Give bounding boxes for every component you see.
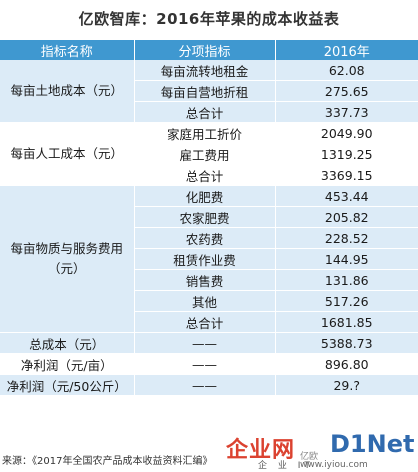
header-year: 2016年 [275, 40, 418, 60]
table-title: 亿欧智库：2016年苹果的成本收益表 [78, 10, 340, 28]
total-item-cell: —— [134, 332, 276, 354]
sub-item-cell: 总合计 [134, 101, 276, 123]
value-cell: 62.08 [275, 60, 418, 81]
value-cell: 337.73 [275, 101, 418, 123]
header-row: 指标名称 分项指标 2016年 [0, 40, 418, 60]
header-sub-indicator: 分项指标 [134, 40, 276, 60]
sub-item-cell: 农药费 [134, 227, 276, 249]
table-row: 每亩自营地折租 275.65 [0, 80, 418, 102]
total-value-cell: 29.? [275, 374, 418, 396]
table-row: 每亩土地成本（元） 每亩流转地租金 62.08 [0, 60, 418, 123]
table-row: 总合计 1681.85 [0, 311, 418, 333]
group-name-cell: 每亩物质与服务费用（元） [0, 185, 135, 333]
value-cell: 228.52 [275, 227, 418, 249]
value-cell: 144.95 [275, 248, 418, 270]
table-row: 每亩物质与服务费用（元） 化肥费 453.44 [0, 185, 418, 333]
table-row: 总合计 3369.15 [0, 164, 418, 186]
sub-item-cell: 农家肥费 [134, 206, 276, 228]
value-cell: 453.44 [275, 185, 418, 207]
table-row: 总成本（元） —— 5388.73 [0, 332, 418, 354]
value-cell: 275.65 [275, 80, 418, 102]
table-row: 雇工费用 1319.25 [0, 143, 418, 165]
value-cell: 3369.15 [275, 164, 418, 186]
sub-item-cell: 每亩流转地租金 [134, 60, 276, 81]
total-value-cell: 5388.73 [275, 332, 418, 354]
source-note: 来源：《2017年全国农产品成本收益资料汇编》 [2, 456, 213, 467]
sub-item-cell: 总合计 [134, 164, 276, 186]
watermark-small-text: 亿欧 [300, 452, 319, 462]
sub-item-cell: 家庭用工折价 [134, 122, 276, 144]
value-cell: 517.26 [275, 290, 418, 312]
value-cell: 205.82 [275, 206, 418, 228]
total-name-cell: 净利润（元/亩） [0, 353, 135, 375]
sub-item-cell: 总合计 [134, 311, 276, 333]
table-row: 销售费 131.86 [0, 269, 418, 291]
total-name-cell: 总成本（元） [0, 332, 135, 354]
group-name-cell: 每亩人工成本（元） [0, 122, 135, 186]
value-cell: 1681.85 [275, 311, 418, 333]
table-row: 每亩人工成本（元） 家庭用工折价 2049.90 [0, 122, 418, 186]
total-item-cell: —— [134, 353, 276, 375]
table-row: 总合计 337.73 [0, 101, 418, 123]
total-name-cell: 净利润（元/50公斤） [0, 374, 135, 396]
watermark-logo-en: D1Net [330, 430, 415, 458]
value-cell: 1319.25 [275, 143, 418, 165]
value-cell: 2049.90 [275, 122, 418, 144]
table-row: 租赁作业费 144.95 [0, 248, 418, 270]
sub-item-cell: 其他 [134, 290, 276, 312]
sub-item-cell: 雇工费用 [134, 143, 276, 165]
sub-item-cell: 租赁作业费 [134, 248, 276, 270]
total-item-cell: —— [134, 374, 276, 396]
sub-item-cell: 销售费 [134, 269, 276, 291]
cost-benefit-table: 指标名称 分项指标 2016年 每亩土地成本（元） 每亩流转地租金 62.08 每亩自… [0, 40, 418, 396]
table-row: 净利润（元/亩） —— 896.80 [0, 353, 418, 375]
table-row: 其他 517.26 [0, 290, 418, 312]
group-name-cell: 每亩土地成本（元） [0, 60, 135, 123]
sub-item-cell: 每亩自营地折租 [134, 80, 276, 102]
total-value-cell: 896.80 [275, 353, 418, 375]
watermark-url: www.iyiou.com [300, 460, 368, 470]
watermark-subtitle: 企 业 IT [258, 461, 314, 471]
watermark-logo-cn: 企业网 [226, 438, 296, 463]
table-row: 农家肥费 205.82 [0, 206, 418, 228]
sub-item-cell: 化肥费 [134, 185, 276, 207]
table-row: 农药费 228.52 [0, 227, 418, 249]
value-cell: 131.86 [275, 269, 418, 291]
table-row: 净利润（元/50公斤） —— 29.? [0, 374, 418, 396]
header-indicator-name: 指标名称 [0, 40, 135, 60]
